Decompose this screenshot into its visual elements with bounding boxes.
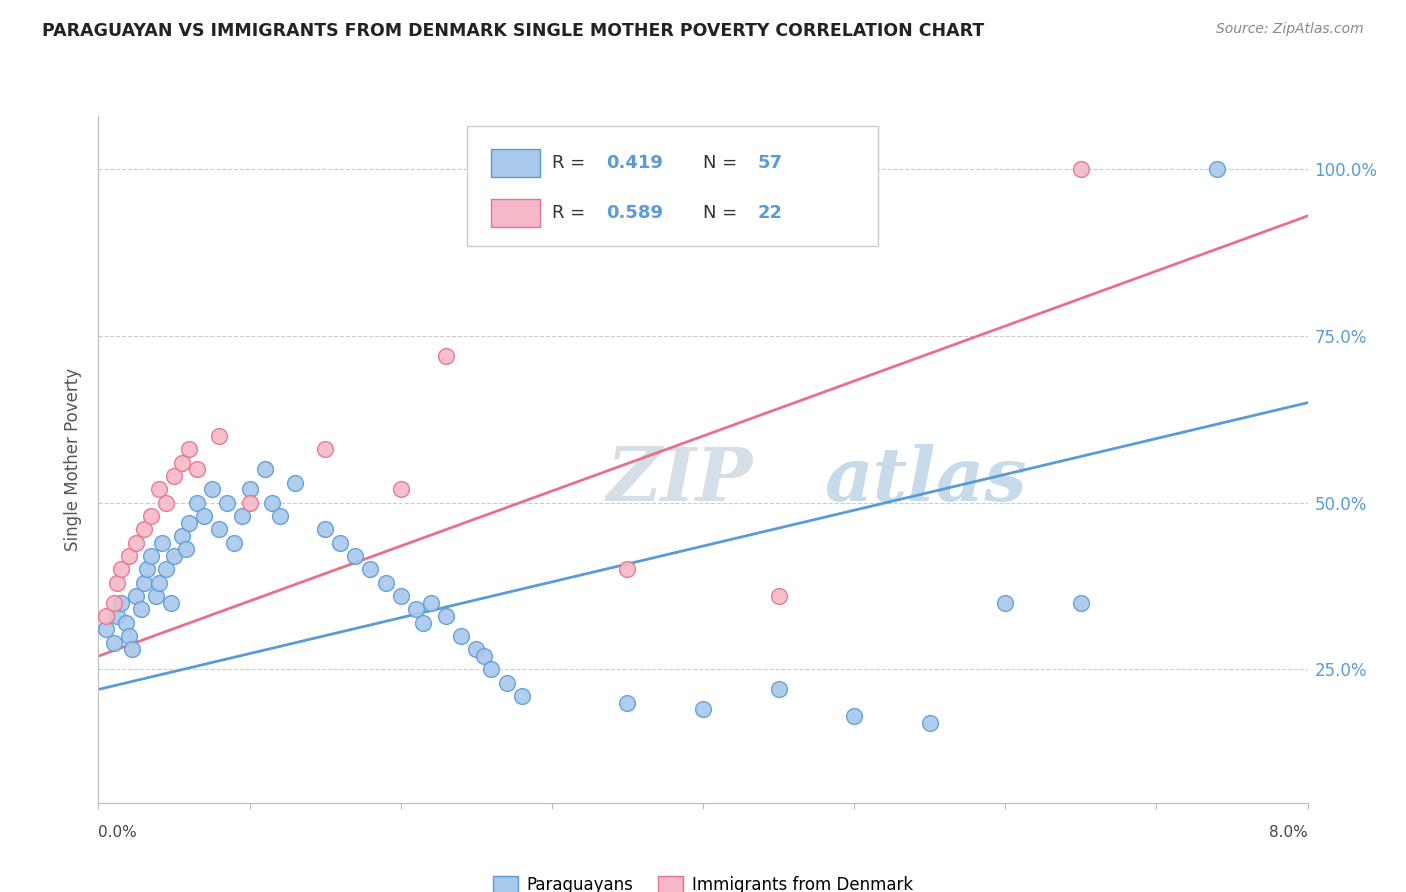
Point (208, 429, 231, 443)
Point (616, 696, 638, 710)
Text: 8.0%: 8.0% (1268, 825, 1308, 840)
Point (360, 562, 382, 576)
Point (110, 596, 132, 610)
Point (692, 702, 714, 716)
Point (314, 442, 336, 457)
Point (186, 462, 208, 476)
Point (105, 575, 128, 590)
Point (412, 615, 434, 630)
Text: N =: N = (703, 154, 742, 172)
Point (253, 462, 276, 476)
Point (186, 496, 208, 510)
Point (314, 522, 336, 536)
Point (481, 662, 503, 676)
Point (918, 715, 941, 730)
Point (616, 562, 638, 576)
Text: N =: N = (703, 204, 742, 222)
Text: PARAGUAYAN VS IMMIGRANTS FROM DENMARK SINGLE MOTHER POVERTY CORRELATION CHART: PARAGUAYAN VS IMMIGRANTS FROM DENMARK SI… (42, 22, 984, 40)
Point (110, 562, 132, 576)
Point (103, 596, 125, 610)
Point (269, 509, 291, 524)
Point (94, 623, 117, 637)
Point (129, 602, 152, 616)
Point (389, 483, 412, 497)
Point (405, 602, 427, 616)
Y-axis label: Single Mother Poverty: Single Mother Poverty (65, 368, 83, 551)
Point (174, 542, 197, 557)
Point (141, 509, 163, 524)
Point (450, 629, 472, 643)
Legend: Paraguayans, Immigrants from Denmark: Paraguayans, Immigrants from Denmark (486, 870, 920, 892)
Point (125, 535, 148, 549)
Point (844, 709, 866, 723)
Point (434, 349, 457, 363)
Text: 22: 22 (758, 204, 782, 222)
Point (150, 535, 173, 549)
Text: ZIP: ZIP (606, 443, 752, 516)
Point (224, 535, 246, 549)
Point (420, 596, 443, 610)
Point (284, 475, 307, 490)
Point (160, 596, 183, 610)
Point (125, 589, 148, 603)
Point (163, 469, 186, 483)
Text: atlas: atlas (824, 443, 1026, 516)
Point (344, 549, 367, 563)
Point (239, 483, 262, 497)
Point (105, 609, 128, 624)
Point (170, 529, 193, 543)
Point (145, 589, 167, 603)
Point (155, 562, 177, 576)
Point (118, 629, 141, 643)
Text: 0.0%: 0.0% (98, 825, 138, 840)
Point (389, 589, 412, 603)
Point (201, 483, 224, 497)
Point (208, 522, 231, 536)
Point (179, 516, 201, 530)
Text: 57: 57 (758, 154, 782, 172)
Point (1206, 162, 1229, 177)
Point (170, 456, 193, 470)
Point (231, 509, 253, 524)
Point (114, 615, 136, 630)
Point (155, 496, 177, 510)
Point (148, 575, 170, 590)
Point (118, 549, 141, 563)
Point (1070, 596, 1092, 610)
Point (132, 575, 155, 590)
Point (768, 589, 790, 603)
Point (103, 636, 125, 650)
Point (374, 575, 396, 590)
FancyBboxPatch shape (492, 199, 540, 227)
Point (262, 496, 284, 510)
Point (434, 609, 457, 624)
Point (94, 609, 117, 624)
Point (121, 642, 143, 657)
Point (135, 562, 157, 576)
Text: 0.589: 0.589 (606, 204, 664, 222)
Point (239, 496, 262, 510)
Point (141, 549, 163, 563)
Point (215, 496, 238, 510)
Point (329, 535, 352, 549)
Point (994, 596, 1017, 610)
Point (1070, 162, 1092, 177)
Text: Source: ZipAtlas.com: Source: ZipAtlas.com (1216, 22, 1364, 37)
Point (148, 483, 170, 497)
Point (768, 682, 790, 697)
Text: 0.419: 0.419 (606, 154, 664, 172)
Point (495, 675, 517, 690)
Point (510, 689, 533, 703)
Text: R =: R = (553, 204, 591, 222)
Point (163, 549, 186, 563)
Point (132, 522, 155, 536)
FancyBboxPatch shape (467, 127, 879, 246)
Point (179, 442, 201, 457)
Text: R =: R = (553, 154, 591, 172)
Point (465, 642, 488, 657)
Point (472, 649, 495, 664)
FancyBboxPatch shape (492, 149, 540, 177)
Point (193, 509, 215, 524)
